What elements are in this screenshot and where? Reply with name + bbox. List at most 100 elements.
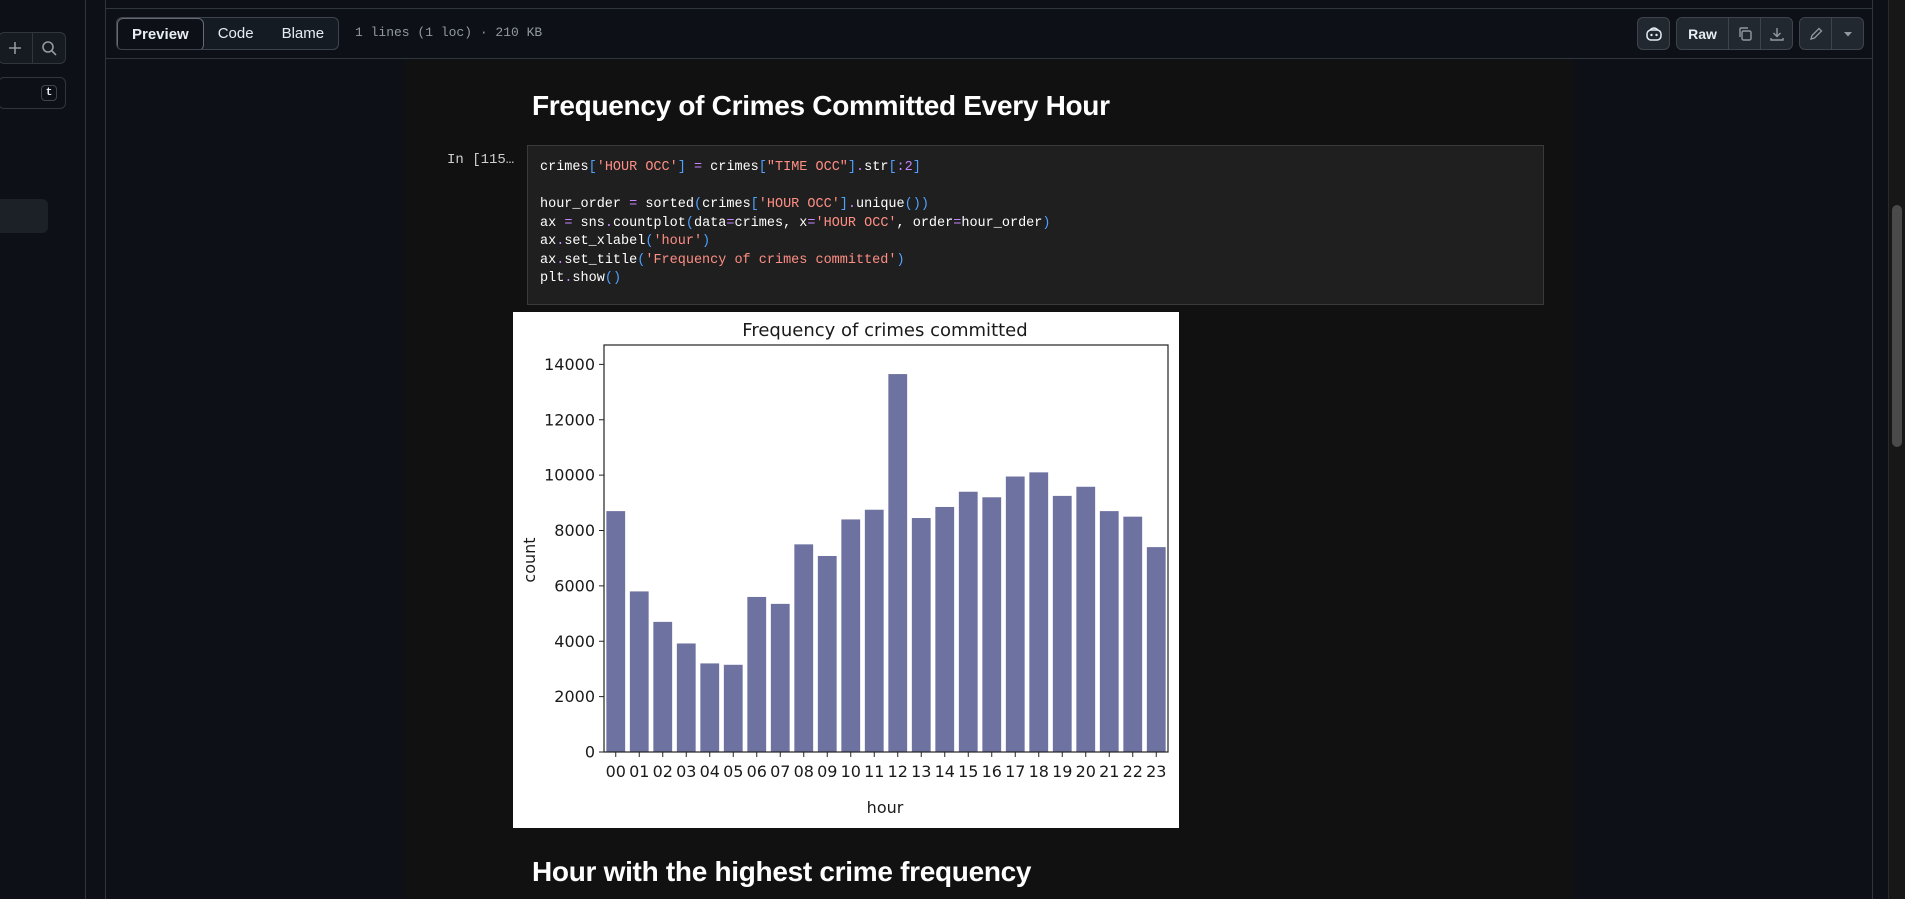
tab-code[interactable]: Code	[217, 25, 254, 42]
x-tick-label: 14	[935, 762, 955, 781]
code-cell: crimes['HOUR OCC'] = crimes["TIME OCC"].…	[527, 145, 1544, 305]
x-tick-label: 16	[982, 762, 1002, 781]
bar-hour-03	[676, 643, 696, 752]
chart-xlabel: hour	[867, 798, 904, 817]
x-tick-label: 12	[888, 762, 908, 781]
x-tick-label: 05	[723, 762, 743, 781]
edit-options-button[interactable]	[1831, 18, 1863, 49]
y-tick-label: 6000	[554, 576, 595, 595]
go-to-file-input[interactable]: t	[0, 77, 66, 109]
bar-hour-14	[935, 506, 955, 752]
y-tick-label: 2000	[554, 687, 595, 706]
x-tick-label: 18	[1029, 762, 1049, 781]
x-tick-label: 21	[1099, 762, 1119, 781]
x-tick-label: 19	[1052, 762, 1072, 781]
bar-hour-13	[911, 518, 931, 752]
bar-hour-10	[841, 519, 861, 752]
chart-ylabel: count	[520, 537, 539, 582]
x-tick-label: 15	[958, 762, 978, 781]
sidebar-resize-rail[interactable]	[86, 0, 106, 899]
search-icon	[41, 41, 57, 56]
bar-hour-16	[982, 497, 1002, 752]
bar-hour-17	[1005, 476, 1025, 752]
x-tick-label: 09	[817, 762, 837, 781]
bar-hour-22	[1123, 516, 1143, 752]
x-tick-label: 20	[1076, 762, 1096, 781]
x-tick-label: 17	[1005, 762, 1025, 781]
x-tick-label: 00	[606, 762, 626, 781]
section-heading-highest: Hour with the highest crime frequency	[532, 856, 1032, 887]
x-tick-label: 01	[629, 762, 649, 781]
bar-hour-08	[794, 544, 814, 752]
file-tree-sidebar: t	[0, 0, 86, 899]
y-tick-label: 12000	[544, 410, 595, 429]
edit-group	[1799, 17, 1864, 50]
code-line: ax.set_xlabel('hour')	[540, 234, 711, 249]
bar-hour-05	[723, 664, 743, 752]
y-tick-label: 8000	[554, 521, 595, 540]
bar-hour-01	[629, 591, 649, 752]
bar-chart: Frequency of crimes committed count hour…	[520, 320, 1169, 817]
copy-icon	[1738, 26, 1752, 41]
scrollbar-thumb[interactable]	[1892, 205, 1902, 447]
bar-hour-02	[653, 621, 673, 752]
scroll-gutter	[1872, 0, 1888, 899]
code-line: ax = sns.countplot(data=crimes, x='HOUR …	[540, 215, 1051, 231]
chart-y-axis: 0 2000 4000 6000 8000 10000 12000 14000	[544, 355, 604, 762]
x-tick-label: 06	[747, 762, 767, 781]
bar-hour-04	[700, 663, 720, 752]
tab-blame[interactable]: Blame	[281, 25, 325, 42]
x-tick-label: 22	[1123, 762, 1143, 781]
file-header: Preview Code Blame 1 lines (1 loc) · 210…	[106, 9, 1872, 59]
x-tick-label: 03	[676, 762, 696, 781]
file-meta-info: 1 lines (1 loc) · 210 KB	[355, 25, 543, 40]
plot-frame	[603, 344, 1169, 753]
chart-x-axis: 00 01 02 03 04 05 06 07 08 09 10 11 12 13 14 15 16 17 18 19…	[606, 752, 1166, 781]
raw-button[interactable]: Raw	[1677, 18, 1728, 49]
raw-copy-download-group: Raw	[1676, 17, 1793, 50]
code-line-blank	[540, 178, 1531, 197]
x-tick-label: 23	[1146, 762, 1166, 781]
code-line: crimes['HOUR OCC'] = crimes["TIME OCC"].…	[540, 160, 921, 175]
bar-hour-07	[770, 603, 790, 752]
plus-icon	[9, 42, 22, 54]
copilot-button[interactable]	[1637, 17, 1670, 50]
bar-hour-19	[1052, 495, 1072, 752]
file-actions: Raw	[1637, 17, 1864, 50]
bar-hour-00	[606, 511, 626, 752]
chart-title: Frequency of crimes committed	[742, 320, 1027, 341]
bar-hour-12	[888, 374, 908, 752]
keyboard-shortcut-badge: t	[41, 85, 57, 101]
x-tick-label: 08	[794, 762, 814, 781]
output-chart: Frequency of crimes committed count hour…	[513, 312, 1179, 828]
x-tick-label: 10	[841, 762, 861, 781]
search-button[interactable]	[31, 33, 66, 63]
page-scrollbar[interactable]	[1888, 0, 1905, 899]
bar-hour-15	[958, 491, 978, 752]
bar-hour-20	[1076, 486, 1096, 752]
top-strip	[106, 0, 1872, 9]
selected-file-item[interactable]	[0, 199, 48, 233]
x-tick-label: 07	[770, 762, 790, 781]
copilot-icon	[1645, 26, 1662, 41]
edit-button[interactable]	[1800, 18, 1831, 49]
code-line: plt.show()	[540, 271, 622, 286]
bar-hour-09	[817, 555, 837, 752]
chevron-down-icon	[1843, 31, 1852, 36]
cell-prompt: In [115…	[447, 152, 515, 168]
bar-hour-06	[747, 596, 767, 752]
add-file-button[interactable]	[0, 33, 32, 63]
section-heading-hourly: Frequency of Crimes Committed Every Hour	[532, 90, 1110, 121]
view-mode-tabs: Preview Code Blame	[116, 17, 340, 50]
code-line: hour_order = sorted(crimes['HOUR OCC'].u…	[540, 197, 929, 212]
sidebar-button-group	[0, 32, 66, 64]
tab-preview[interactable]: Preview	[117, 18, 204, 49]
x-tick-label: 11	[864, 762, 884, 781]
y-tick-label: 4000	[554, 632, 595, 651]
copy-raw-button[interactable]	[1728, 18, 1760, 49]
download-button[interactable]	[1760, 18, 1792, 49]
chart-bars	[606, 374, 1166, 752]
x-tick-label: 04	[700, 762, 720, 781]
bar-hour-21	[1099, 511, 1119, 752]
y-tick-label: 14000	[544, 355, 595, 374]
